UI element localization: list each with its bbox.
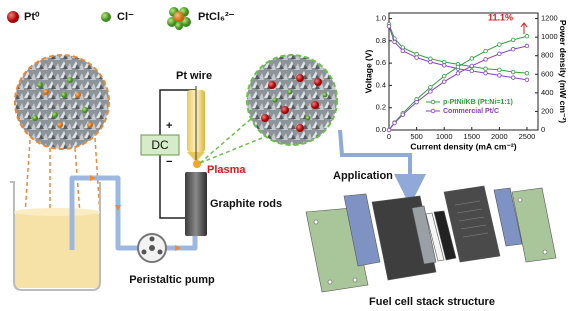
data-point bbox=[387, 25, 391, 29]
annotation-arrow bbox=[521, 23, 527, 34]
stack-label: Fuel cell stack structure bbox=[369, 296, 495, 308]
y2-tick-label: 0 bbox=[541, 125, 545, 134]
x-axis-title: Current density (mA cm⁻²) bbox=[410, 141, 516, 151]
data-point bbox=[393, 121, 397, 125]
y2-tick-label: 200 bbox=[541, 106, 554, 115]
data-point bbox=[498, 43, 502, 47]
beaker bbox=[10, 182, 100, 290]
y2-tick-label: 1000 bbox=[541, 32, 558, 41]
data-point bbox=[429, 90, 433, 94]
data-point bbox=[415, 100, 419, 104]
data-point bbox=[429, 60, 433, 64]
y2-tick-label: 800 bbox=[541, 51, 554, 60]
legend-marker bbox=[431, 100, 435, 104]
data-point bbox=[429, 85, 433, 89]
data-point bbox=[511, 76, 515, 80]
y-tick-label: 0.8 bbox=[376, 36, 386, 45]
legend-label: Commercial Pt/C bbox=[443, 108, 499, 115]
data-point bbox=[401, 49, 405, 53]
pump-label: Peristaltic pump bbox=[129, 274, 215, 286]
legend-label: PtCl₆²⁻ bbox=[198, 11, 235, 23]
data-point bbox=[470, 64, 474, 68]
x-tick-label: 2500 bbox=[519, 132, 536, 141]
data-point bbox=[456, 72, 460, 76]
dc-label: DC bbox=[151, 138, 169, 152]
graphite-rods-label: Graphite rods bbox=[210, 198, 282, 210]
x-tick-label: 1500 bbox=[463, 132, 480, 141]
legend-label: Cl⁻ bbox=[117, 11, 134, 23]
data-point bbox=[415, 56, 419, 60]
y-tick-label: 0.0 bbox=[376, 125, 386, 134]
y2-tick-label: 400 bbox=[541, 88, 554, 97]
series-line bbox=[389, 46, 527, 130]
data-point bbox=[442, 64, 446, 68]
y2-axis-title: Power density (mW cm⁻²) bbox=[558, 20, 568, 123]
minus-sign: − bbox=[166, 156, 172, 168]
data-point bbox=[511, 47, 515, 51]
data-point bbox=[484, 67, 488, 71]
ptcl6-icon bbox=[167, 7, 191, 30]
annotation: 11.1% bbox=[488, 12, 513, 22]
peristaltic-pump bbox=[138, 234, 166, 262]
precursor-zoom bbox=[15, 55, 109, 215]
y-tick-label: 0.6 bbox=[376, 58, 386, 67]
data-point bbox=[470, 57, 474, 61]
data-point bbox=[387, 128, 391, 132]
legend-label: Pt⁰ bbox=[24, 11, 40, 23]
data-point bbox=[498, 74, 502, 78]
polarization-chart: 0 500 1000 1500 2000 2500 0.0 0.2 0.4 0.6 0.8 1.0 0 2… bbox=[363, 12, 568, 151]
y-tick-label: 0.4 bbox=[376, 80, 386, 89]
legend-label: p-PtNi/KB (Pt:Ni=1:1) bbox=[443, 99, 513, 106]
x-tick-label: 0 bbox=[387, 132, 391, 141]
x-tick-label: 500 bbox=[410, 132, 423, 141]
y2-tick-label: 1200 bbox=[541, 14, 558, 23]
x-tick-label: 2000 bbox=[491, 132, 508, 141]
data-point bbox=[525, 71, 529, 75]
legend-marker bbox=[431, 109, 435, 113]
graphical-abstract: Pt⁰ Cl⁻ PtCl₆²⁻ Peristaltic pump DC + − … bbox=[0, 0, 568, 311]
data-point bbox=[442, 80, 446, 84]
fuel-cell-stack bbox=[306, 186, 556, 292]
y-tick-label: 0.2 bbox=[376, 103, 386, 112]
data-point bbox=[525, 34, 529, 38]
data-point bbox=[511, 38, 515, 42]
pt0-icon bbox=[7, 11, 19, 23]
y-axis-title: Voltage (V) bbox=[363, 49, 373, 93]
data-point bbox=[484, 71, 488, 75]
pt-wire-label: Pt wire bbox=[176, 70, 212, 82]
x-tick-label: 1000 bbox=[436, 132, 453, 141]
data-point bbox=[484, 58, 488, 62]
data-point bbox=[511, 70, 515, 74]
plus-sign: + bbox=[166, 120, 172, 132]
flow-arrows bbox=[90, 175, 181, 251]
data-point bbox=[393, 40, 397, 44]
series-line bbox=[389, 36, 527, 130]
data-point bbox=[525, 44, 529, 48]
data-point bbox=[470, 69, 474, 73]
data-point bbox=[525, 78, 529, 82]
y-tick-label: 1.0 bbox=[376, 14, 386, 23]
data-point bbox=[484, 49, 488, 53]
application-label: Application bbox=[333, 170, 393, 182]
species-legend: Pt⁰ Cl⁻ PtCl₆²⁻ bbox=[7, 7, 235, 30]
data-point bbox=[498, 68, 502, 72]
y2-tick-label: 600 bbox=[541, 69, 554, 78]
data-point bbox=[442, 74, 446, 78]
data-point bbox=[456, 65, 460, 69]
product-zoom bbox=[200, 55, 337, 163]
electrode bbox=[185, 86, 207, 236]
plasma-label: Plasma bbox=[207, 164, 246, 176]
cl-icon bbox=[101, 12, 111, 22]
data-point bbox=[498, 52, 502, 56]
data-point bbox=[401, 113, 405, 117]
